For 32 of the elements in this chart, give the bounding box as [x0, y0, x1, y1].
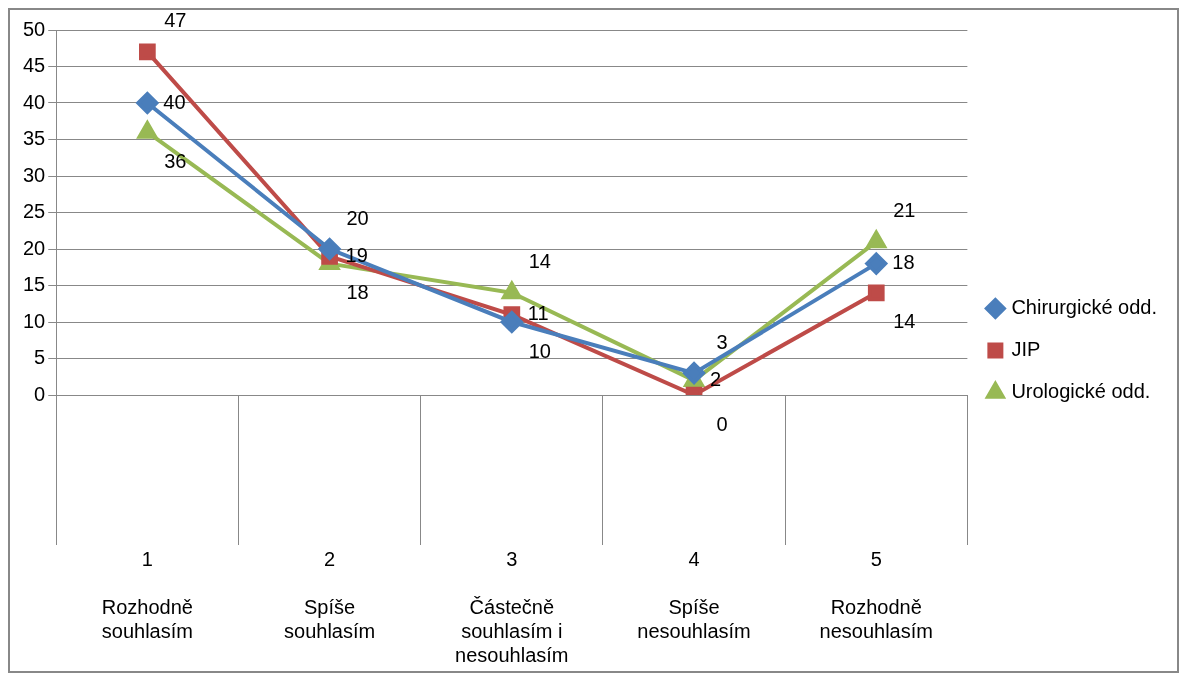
- y-tick-label: 45: [23, 54, 46, 77]
- legend-label: Chirurgické odd.: [1011, 296, 1157, 319]
- y-tick-label: 10: [23, 309, 46, 332]
- category-label: 5 Rozhodně nesouhlasím: [819, 547, 933, 642]
- y-tick-label: 30: [23, 163, 46, 186]
- category-label: 3 Částečně souhlasím i nesouhlasím: [455, 547, 569, 666]
- y-tick-label: 50: [23, 17, 46, 40]
- category-label: 2 Spíše souhlasím: [284, 547, 376, 642]
- data-label: 36: [164, 149, 187, 172]
- y-tick-label: 5: [34, 346, 46, 369]
- category-label: 4 Spíše nesouhlasím: [637, 547, 751, 642]
- y-tick-label: 20: [23, 236, 46, 259]
- category-label: 1 Rozhodně souhlasím: [101, 547, 193, 642]
- legend-label: Urologické odd.: [1011, 380, 1151, 403]
- data-label: 10: [528, 339, 551, 362]
- y-tick-label: 35: [23, 127, 46, 150]
- y-tick-label: 40: [23, 90, 46, 113]
- data-label: 47: [164, 9, 187, 32]
- data-label: 14: [528, 250, 551, 273]
- data-label: 11: [527, 302, 549, 325]
- data-label: 20: [346, 206, 369, 229]
- data-label: 18: [346, 281, 369, 304]
- y-tick-label: 0: [34, 382, 46, 405]
- data-label: 40: [163, 90, 186, 113]
- data-label: 3: [716, 330, 728, 353]
- data-label: 14: [893, 310, 916, 333]
- data-label: 0: [716, 412, 728, 435]
- y-tick-label: 25: [23, 200, 46, 223]
- legend-label: JIP: [1011, 338, 1041, 361]
- data-label: 21: [893, 199, 916, 222]
- data-label: 18: [892, 251, 915, 274]
- y-tick-label: 15: [23, 273, 46, 296]
